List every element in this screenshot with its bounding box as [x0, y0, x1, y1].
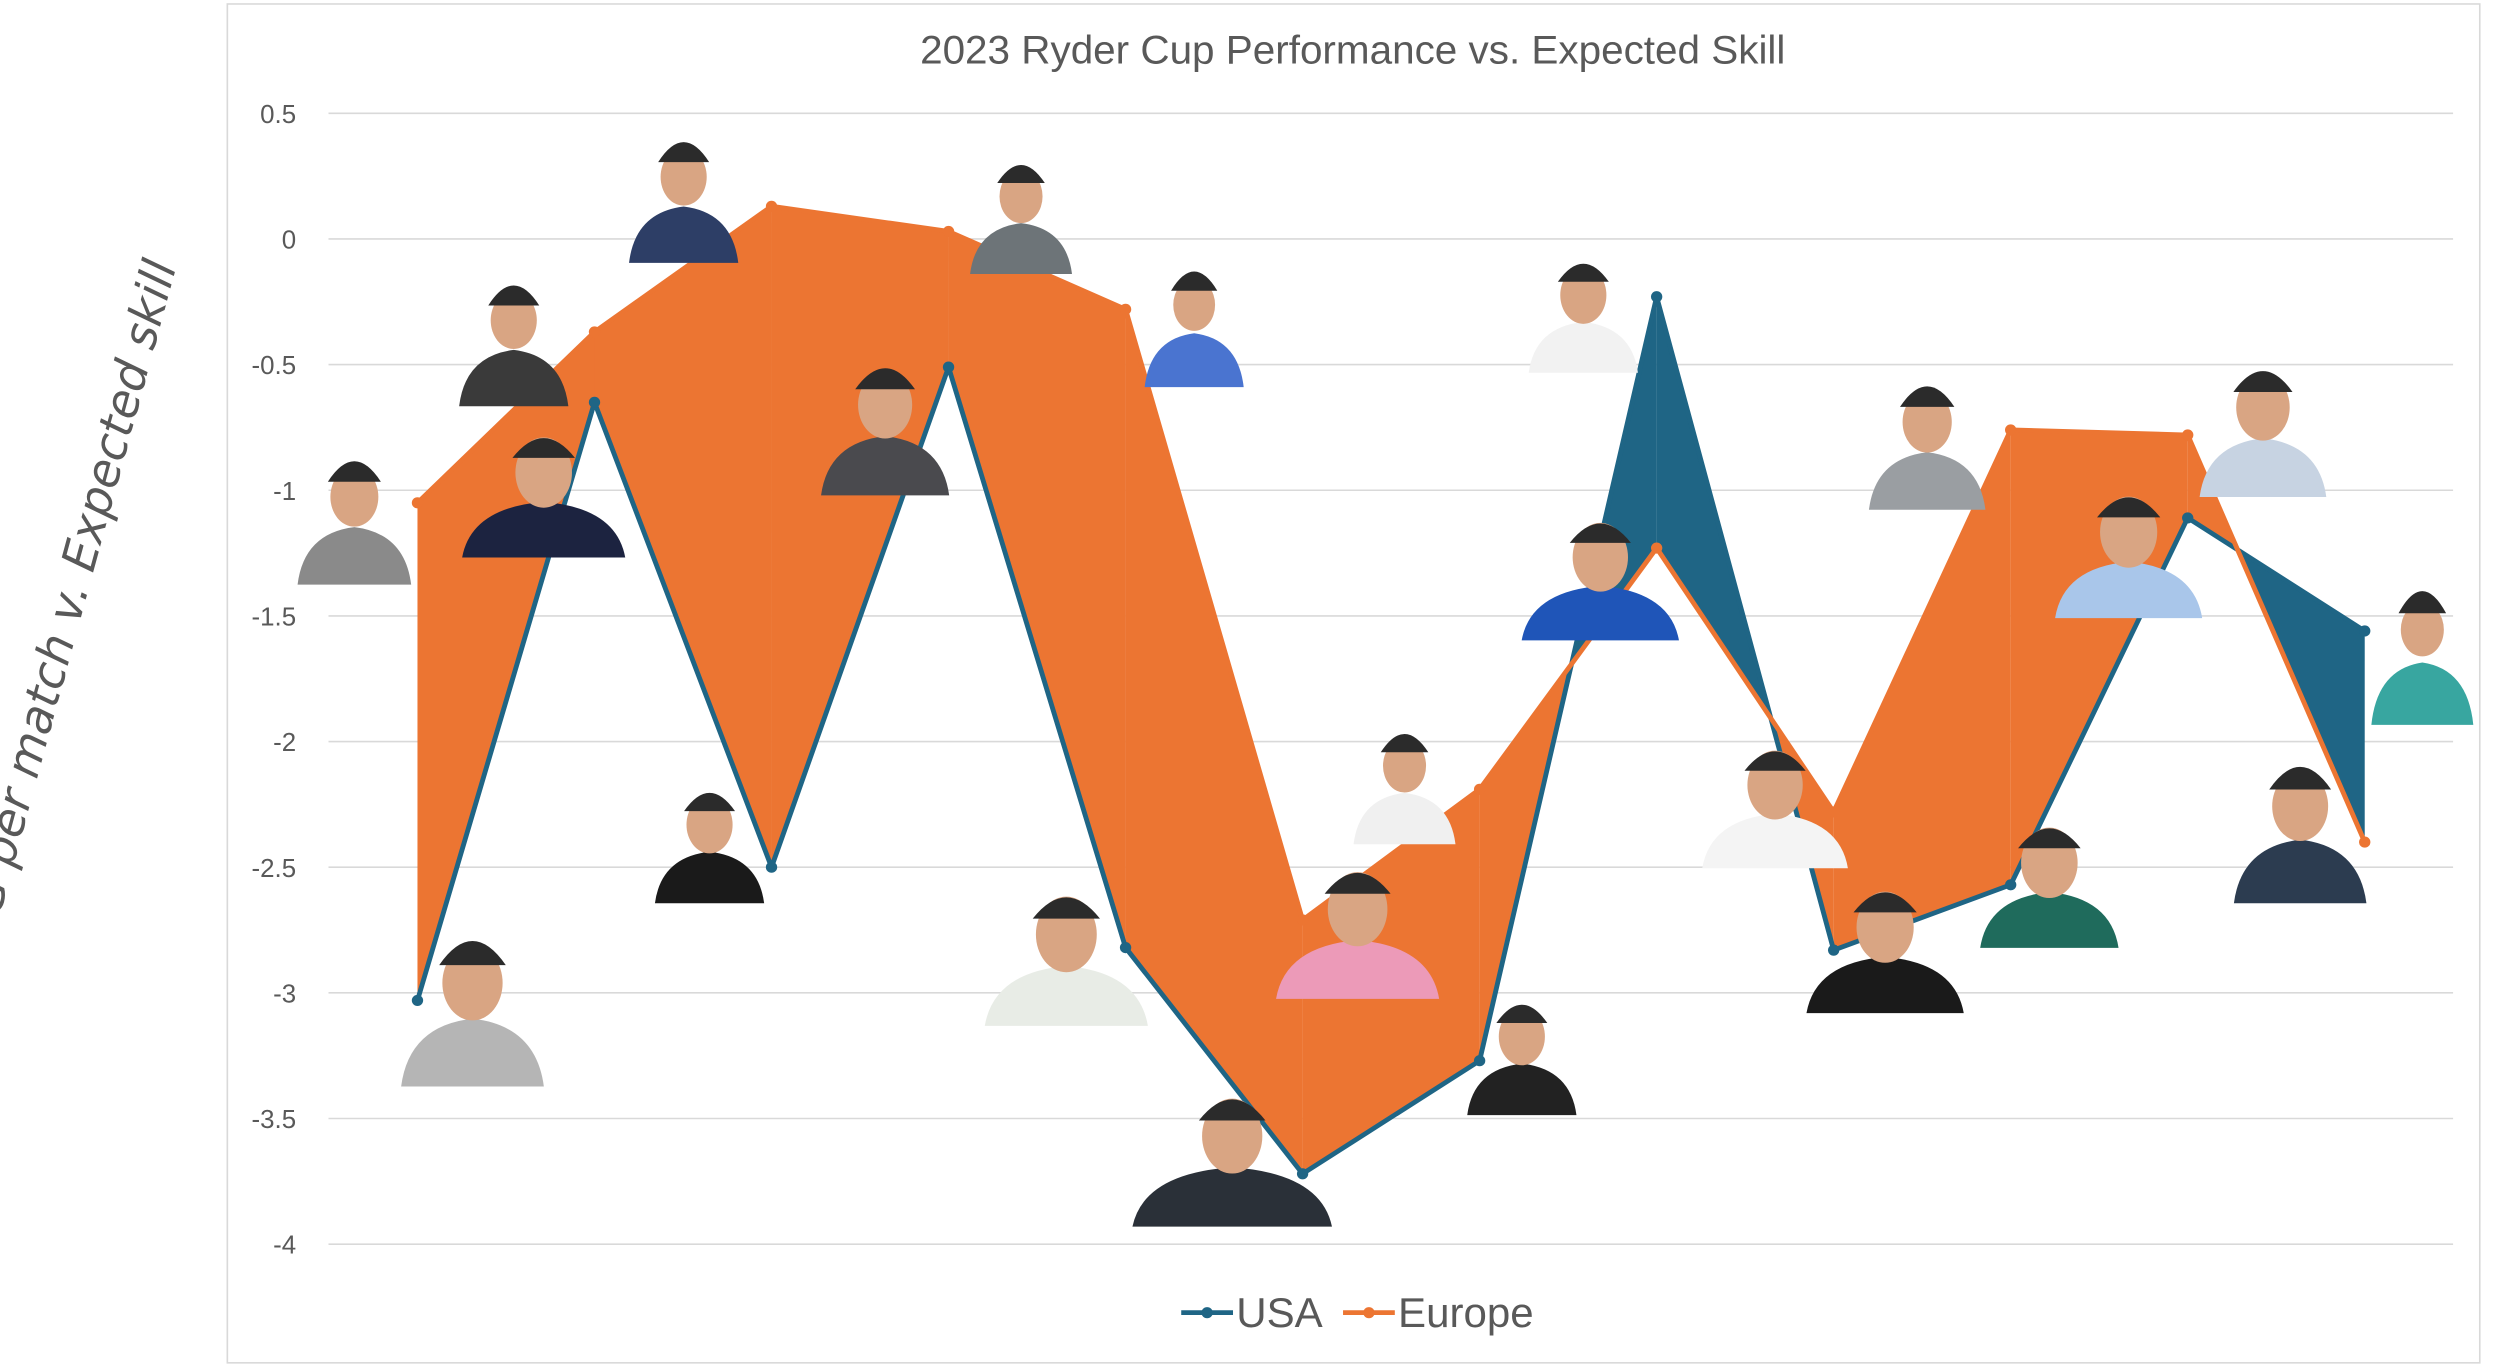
y-tick-label: -1: [273, 478, 296, 506]
data-point-usa: [942, 361, 955, 373]
data-point-europe: [1473, 783, 1486, 795]
y-tick-label: -1.5: [252, 604, 297, 632]
fill-region: [948, 231, 1126, 948]
player-photo: [1353, 733, 1456, 845]
legend-item-europe[interactable]: Europe: [1343, 1289, 1534, 1336]
player-photo: [2055, 496, 2203, 619]
player-photo: [654, 792, 765, 904]
data-point-usa: [1296, 1168, 1309, 1180]
series-line-usa: [415, 294, 2367, 1177]
player-photo: [984, 896, 1148, 1026]
y-tick-label: -2: [273, 729, 296, 757]
data-point-europe: [2005, 424, 2017, 436]
fill-region: [594, 206, 772, 868]
data-point-usa: [1473, 1055, 1486, 1067]
legend-item-usa[interactable]: USA: [1181, 1289, 1323, 1336]
player-photos: [297, 142, 2474, 1227]
y-tick-label: -3: [273, 981, 296, 1009]
player-photo: [1276, 872, 1440, 999]
y-axis-label: SG per match v. Expected skill: [0, 254, 187, 948]
data-point-usa: [1650, 291, 1663, 303]
y-tick-label: -2.5: [252, 855, 297, 883]
data-point-europe: [1119, 303, 1132, 315]
legend-label-usa: USA: [1236, 1289, 1323, 1336]
data-point-europe: [1296, 914, 1309, 926]
player-photo: [1521, 522, 1679, 641]
fill-region: [1833, 429, 2011, 951]
legend-label-europe: Europe: [1398, 1289, 1534, 1336]
player-photo: [297, 461, 412, 585]
data-point-europe: [1827, 806, 1840, 818]
player-photo: [1528, 263, 1638, 373]
data-point-usa: [2182, 512, 2194, 524]
player-photo: [821, 368, 950, 496]
player-photo: [2199, 371, 2327, 498]
player-photo: [1806, 891, 1964, 1014]
player-photo: [459, 285, 569, 407]
fill-region: [2237, 549, 2365, 843]
series-line-europe: [415, 203, 2367, 923]
player-photo: [1868, 386, 1986, 510]
data-point-usa: [588, 396, 601, 408]
player-photo: [1702, 750, 1848, 869]
fill-region: [1571, 296, 1657, 665]
y-tick-label: 0: [282, 227, 296, 255]
data-point-europe: [765, 200, 778, 212]
fill-region: [1125, 309, 1303, 1174]
legend: USA Europe: [1181, 1289, 1534, 1336]
fill-between: [417, 206, 2365, 1174]
data-point-usa: [411, 994, 424, 1006]
player-photo: [1980, 827, 2119, 948]
data-point-europe: [1650, 542, 1663, 554]
data-point-usa: [1827, 944, 1840, 956]
player-photo: [629, 142, 739, 263]
chart-border: [226, 3, 2481, 1364]
player-photo: [970, 164, 1073, 274]
player-photo: [2233, 766, 2367, 904]
data-point-europe: [2182, 429, 2194, 441]
y-tick-label: -4: [273, 1232, 296, 1260]
series-lines: [411, 200, 2371, 1180]
player-photo: [401, 941, 544, 1087]
player-photo: [2371, 591, 2474, 725]
player-photo: [1132, 1098, 1332, 1227]
fill-region: [771, 206, 949, 868]
chart-title: 2023 Ryder Cup Performance vs. Expected …: [920, 28, 1785, 73]
data-point-usa: [2359, 625, 2371, 637]
player-photo: [462, 437, 626, 558]
y-tick-label: -3.5: [252, 1106, 297, 1134]
data-point-usa: [2005, 879, 2017, 891]
data-point-europe: [588, 326, 601, 338]
data-point-europe: [411, 497, 424, 509]
data-point-usa: [1119, 942, 1132, 954]
data-point-europe: [2359, 836, 2371, 848]
y-ticks: 0.5 0 -0.5 -1 -1.5 -2 -2.5 -3 -3.5 -4: [252, 101, 297, 1260]
y-tick-label: -0.5: [252, 352, 297, 380]
y-tick-label: 0.5: [260, 101, 296, 129]
player-photo: [1144, 271, 1244, 388]
data-point-usa: [765, 861, 778, 873]
player-photo: [1467, 1004, 1577, 1116]
data-point-europe: [942, 225, 955, 237]
